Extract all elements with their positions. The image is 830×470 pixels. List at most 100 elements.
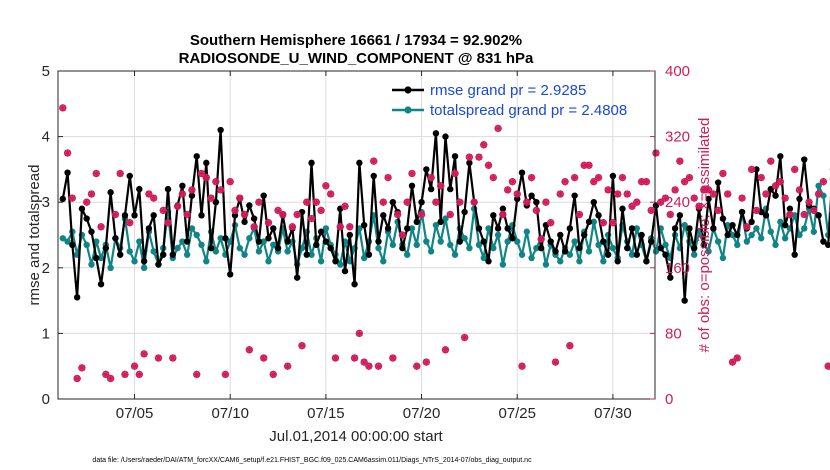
series-0-point — [762, 212, 770, 219]
obs-assimilated-point — [652, 149, 660, 157]
obs-assimilated-point — [504, 186, 512, 194]
series-0-point — [480, 238, 487, 245]
obs-assimilated-stroke — [432, 199, 439, 206]
series-1-point — [748, 231, 755, 239]
obs-assimilated-point — [102, 370, 110, 378]
obs-assimilated-point — [470, 198, 478, 206]
obs-assimilated-stroke — [184, 211, 191, 218]
obs-assimilated-stroke — [428, 174, 435, 181]
series-0-point — [777, 153, 784, 160]
obs-assimilated-point — [116, 169, 124, 178]
obs-assimilated-stroke — [490, 174, 497, 181]
obs-assimilated-stroke — [274, 207, 282, 214]
obs-assimilated-point — [68, 194, 76, 202]
series-1-point — [490, 244, 497, 252]
series-0-point — [528, 192, 535, 199]
obs-assimilated-stroke — [609, 219, 616, 226]
series-0-point — [375, 238, 382, 245]
series-1-point — [265, 258, 272, 265]
series-0-point — [566, 225, 574, 232]
obs-assimilated-point — [762, 190, 770, 198]
series-1-point — [126, 248, 133, 255]
obs-assimilated-stroke — [662, 195, 669, 202]
series-1-point — [270, 241, 277, 249]
series-0-point — [509, 235, 516, 242]
obs-assimilated-stroke — [399, 231, 406, 239]
obs-assimilated-point — [532, 206, 540, 214]
series-0-point — [155, 261, 162, 268]
obs-assimilated-stroke — [796, 186, 803, 193]
series-0-point — [145, 225, 153, 232]
obs-assimilated-point — [317, 206, 325, 214]
obs-assimilated-stroke — [810, 207, 817, 214]
obs-assimilated-stroke — [97, 223, 105, 230]
obs-assimilated-stroke — [284, 363, 291, 370]
obs-assimilated-point — [231, 206, 239, 214]
obs-assimilated-stroke — [729, 359, 736, 366]
series-0-point — [581, 231, 588, 239]
obs-assimilated-stroke — [289, 223, 296, 230]
series-0-point — [475, 225, 483, 232]
series-1-point — [322, 225, 330, 232]
series-0-point — [255, 238, 263, 245]
series-0-point — [824, 241, 830, 249]
obs-assimilated-point — [494, 124, 502, 132]
obs-assimilated-stroke — [370, 158, 377, 165]
series-0-point — [227, 271, 234, 278]
x-tick-label: 07/10 — [211, 405, 249, 422]
series-1-point — [777, 218, 784, 226]
obs-assimilated-stroke — [456, 199, 463, 206]
series-0-point — [647, 238, 655, 245]
series-0-point — [619, 205, 626, 212]
series-1-point — [796, 231, 803, 239]
series-0-point — [121, 212, 129, 219]
obs-assimilated-point — [566, 342, 574, 350]
series-0-point — [796, 195, 803, 203]
y-tick-label: 1 — [42, 325, 50, 342]
obs-assimilated-stroke — [514, 190, 521, 198]
obs-assimilated-stroke — [117, 170, 124, 177]
series-0-point — [456, 238, 464, 245]
obs-assimilated-point — [551, 358, 560, 366]
series-0-point — [662, 251, 669, 258]
obs-assimilated-point — [461, 333, 469, 342]
series-0-point — [719, 215, 727, 222]
series-0-point — [126, 172, 133, 180]
obs-assimilated-point — [255, 198, 263, 206]
obs-assimilated-stroke — [227, 178, 234, 185]
obs-assimilated-stroke — [605, 186, 612, 193]
series-1-point — [284, 248, 291, 255]
obs-assimilated-point — [87, 190, 96, 198]
obs-assimilated-point — [83, 198, 91, 206]
obs-assimilated-point — [154, 354, 163, 362]
obs-assimilated-point — [135, 370, 143, 378]
obs-assimilated-stroke — [619, 174, 626, 181]
series-1-point — [475, 241, 483, 249]
series-0-point — [140, 258, 148, 265]
series-0-point — [561, 248, 569, 255]
obs-assimilated-stroke — [686, 174, 693, 181]
obs-assimilated-point — [107, 374, 115, 383]
obs-assimilated-stroke — [648, 207, 655, 214]
obs-assimilated-stroke — [672, 186, 679, 193]
series-0-point — [700, 241, 707, 249]
obs-assimilated-stroke — [337, 223, 344, 230]
obs-assimilated-stroke — [222, 371, 229, 378]
obs-assimilated-stroke — [361, 359, 368, 366]
obs-assimilated-point — [197, 169, 206, 178]
obs-assimilated-stroke — [164, 219, 172, 226]
series-0-point — [293, 274, 301, 281]
obs-assimilated-point — [159, 206, 167, 214]
obs-assimilated-stroke — [652, 149, 660, 157]
series-0-point — [609, 172, 617, 180]
obs-assimilated-point — [269, 370, 277, 378]
obs-assimilated-stroke — [59, 104, 66, 111]
obs-assimilated-stroke — [308, 215, 315, 222]
obs-assimilated-point — [350, 354, 359, 362]
obs-assimilated-stroke — [447, 211, 454, 218]
obs-assimilated-stroke — [734, 354, 741, 362]
obs-assimilated-point — [111, 210, 120, 219]
obs-assimilated-point — [604, 186, 612, 194]
obs-assimilated-stroke — [820, 178, 827, 185]
obs-assimilated-point — [642, 178, 650, 186]
